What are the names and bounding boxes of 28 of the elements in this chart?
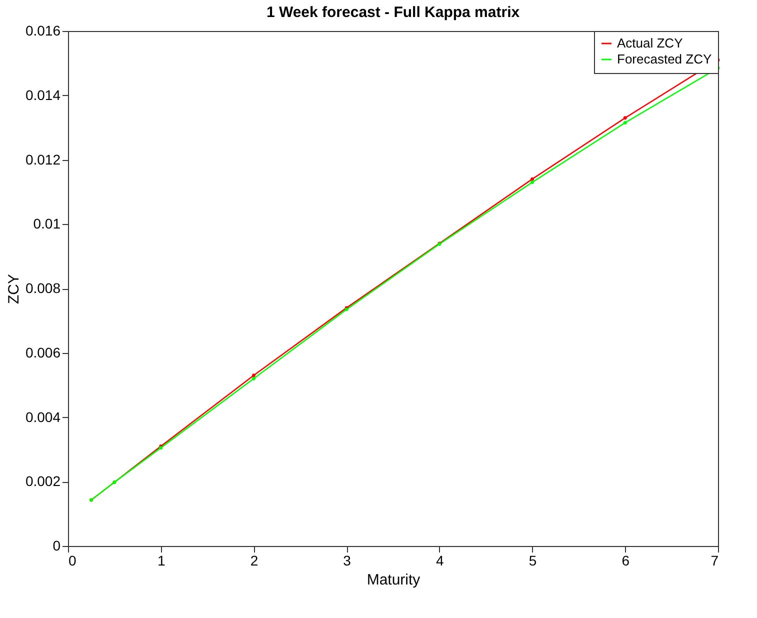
y-tick-label: 0.01 bbox=[33, 216, 61, 232]
y-tick-label: 0.008 bbox=[25, 280, 61, 296]
y-tick-label: 0.012 bbox=[25, 151, 61, 168]
y-tick-label: 0.004 bbox=[25, 408, 61, 425]
point bbox=[530, 180, 534, 184]
point bbox=[252, 376, 256, 380]
y-tick-label: 0.014 bbox=[25, 86, 61, 103]
x-tick-label: 2 bbox=[250, 552, 258, 568]
point bbox=[530, 177, 534, 181]
x-tick-label: 3 bbox=[343, 552, 352, 568]
y-tick-label: 0 bbox=[52, 538, 61, 554]
x-tick-label: 0 bbox=[68, 552, 76, 568]
y-axis-title: ZCY bbox=[5, 274, 22, 304]
x-tick-label: 7 bbox=[710, 552, 719, 568]
x-axis-title: Maturity bbox=[366, 572, 421, 588]
x-tick-label: 6 bbox=[622, 552, 630, 568]
point bbox=[623, 116, 627, 120]
point bbox=[623, 121, 627, 124]
chart-title: 1 Week forecast - Full Kappa matrix bbox=[266, 4, 520, 21]
x-tick-label: 4 bbox=[436, 552, 444, 568]
legend-label: Forecasted ZCY bbox=[617, 52, 712, 66]
y-tick-label: 0.002 bbox=[25, 473, 61, 490]
legend-label: Actual ZCY bbox=[617, 36, 684, 50]
y-tick-label: 0.006 bbox=[25, 344, 61, 360]
x-tick-label: 1 bbox=[157, 552, 166, 568]
x-tick-label: 5 bbox=[528, 552, 537, 568]
y-tick-label: 0.016 bbox=[25, 22, 61, 38]
point bbox=[252, 374, 256, 378]
